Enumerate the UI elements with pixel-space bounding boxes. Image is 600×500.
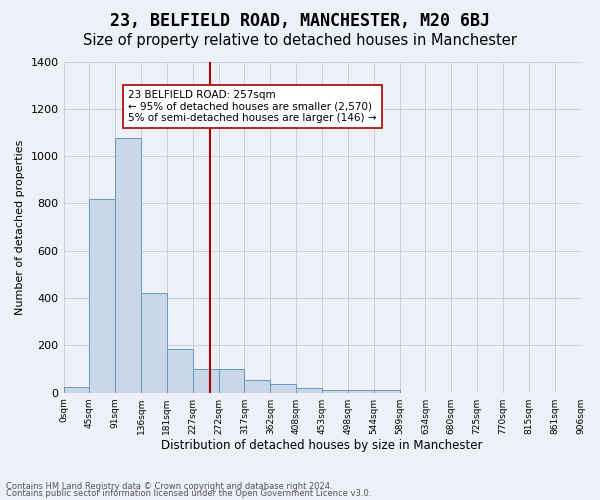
Bar [348,390,374,392]
Text: 23, BELFIELD ROAD, MANCHESTER, M20 6BJ: 23, BELFIELD ROAD, MANCHESTER, M20 6BJ [110,12,490,30]
Bar [193,369,218,392]
Text: Contains public sector information licensed under the Open Government Licence v3: Contains public sector information licen… [6,489,371,498]
X-axis label: Distribution of detached houses by size in Manchester: Distribution of detached houses by size … [161,440,483,452]
Bar [167,349,193,393]
Bar [296,388,322,392]
Bar [89,198,115,392]
Y-axis label: Number of detached properties: Number of detached properties [15,140,25,315]
Text: 23 BELFIELD ROAD: 257sqm
← 95% of detached houses are smaller (2,570)
5% of semi: 23 BELFIELD ROAD: 257sqm ← 95% of detach… [128,90,377,123]
Bar [115,138,141,392]
Bar [271,384,296,392]
Bar [64,387,89,392]
Text: Contains HM Land Registry data © Crown copyright and database right 2024.: Contains HM Land Registry data © Crown c… [6,482,332,491]
Bar [322,390,348,392]
Bar [218,369,244,392]
Text: Size of property relative to detached houses in Manchester: Size of property relative to detached ho… [83,32,517,48]
Bar [374,390,400,392]
Bar [141,294,167,392]
Bar [244,380,271,392]
